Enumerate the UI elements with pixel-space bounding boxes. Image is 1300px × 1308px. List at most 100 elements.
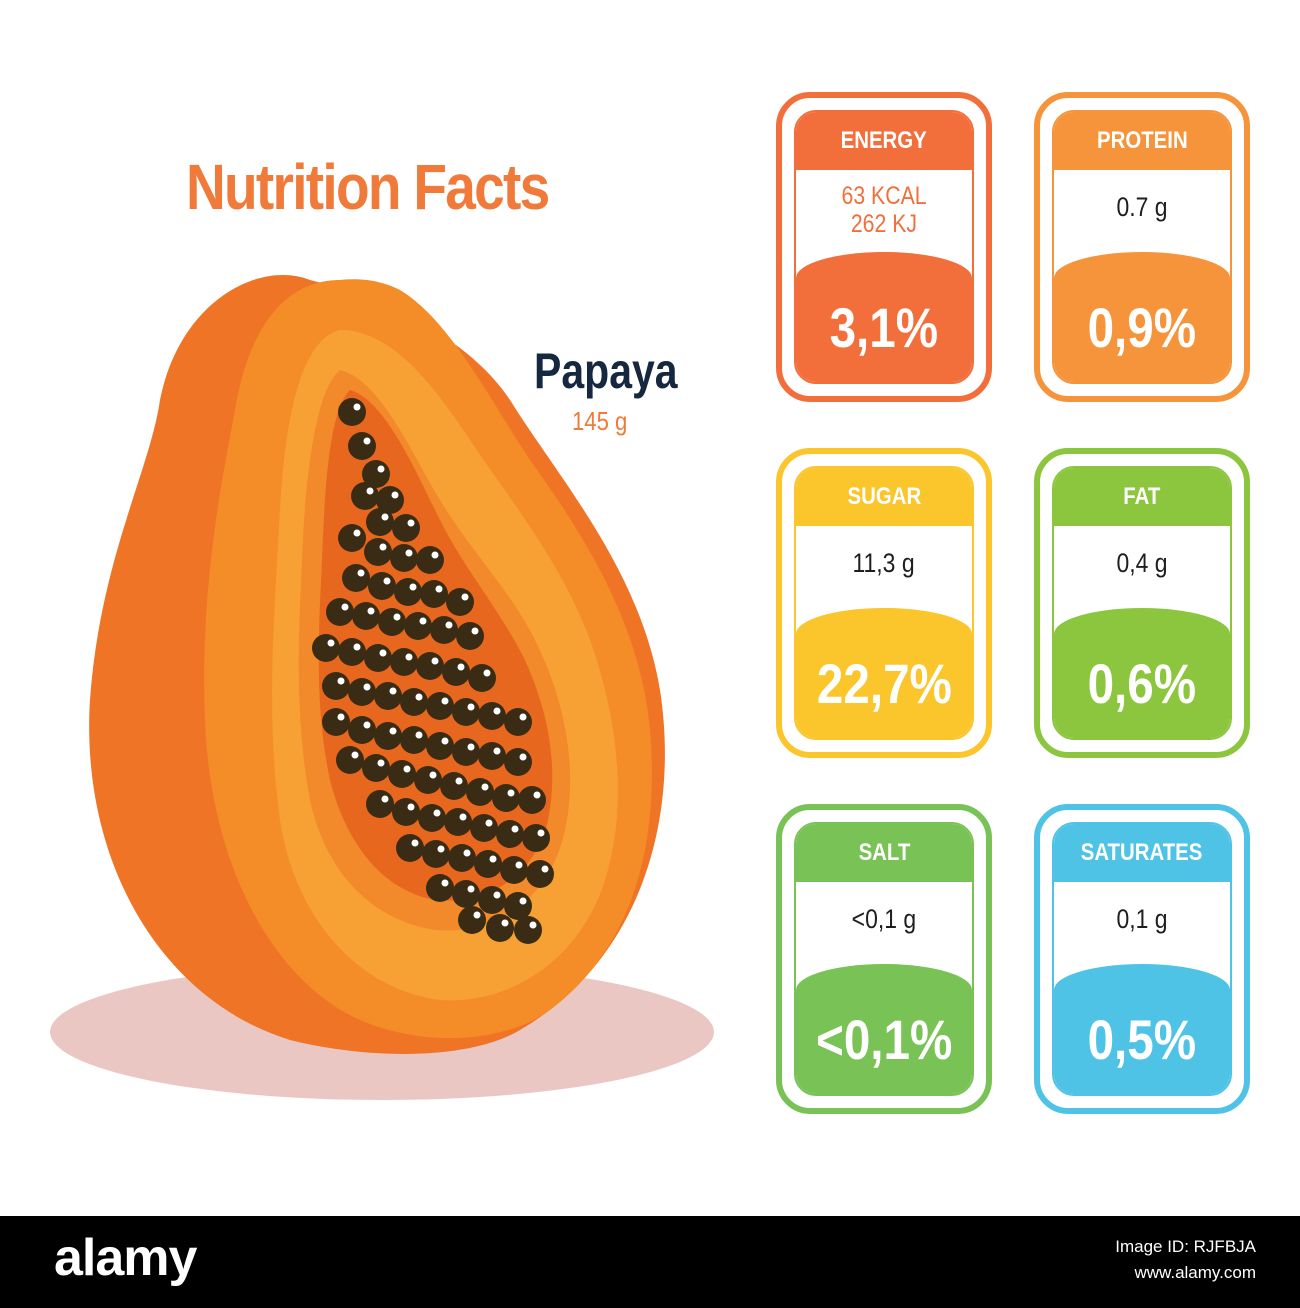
seed-highlight xyxy=(519,753,527,761)
nutrition-card-saturates: SATURATES 0,1 g 0,5% xyxy=(1034,804,1250,1114)
seed xyxy=(504,748,532,776)
seed-highlight xyxy=(357,569,365,577)
seed-highlight xyxy=(519,713,527,721)
seed xyxy=(422,840,450,868)
seed xyxy=(374,722,402,750)
seed-highlight xyxy=(493,891,501,899)
seed-highlight xyxy=(377,759,385,767)
seed xyxy=(400,726,428,754)
seed xyxy=(496,820,524,848)
seed-highlight xyxy=(433,809,441,817)
seed-highlight xyxy=(461,593,469,601)
seed-highlight xyxy=(467,743,475,751)
seed-highlight xyxy=(363,721,371,729)
seed-highlight xyxy=(379,649,387,657)
seed xyxy=(416,546,444,574)
card-inner: SATURATES 0,1 g 0,5% xyxy=(1052,822,1232,1096)
seed xyxy=(338,638,366,666)
card-percent: 22,7% xyxy=(796,608,972,738)
seed xyxy=(378,608,406,636)
seed-highlight xyxy=(485,819,493,827)
seed-highlight xyxy=(529,921,537,929)
seed xyxy=(374,682,402,710)
nutrition-card-salt: SALT <0,1 g <0,1% xyxy=(776,804,992,1114)
fruit-weight: 145 g xyxy=(572,406,628,436)
seed xyxy=(466,778,494,806)
seed-highlight xyxy=(515,861,523,869)
seed xyxy=(368,572,396,600)
watermark-image-id: Image ID: RJFBJA xyxy=(1115,1237,1256,1256)
seed-highlight xyxy=(463,849,471,857)
card-label: ENERGY xyxy=(796,112,972,170)
seed-highlight xyxy=(493,747,501,755)
seed xyxy=(362,754,390,782)
seed xyxy=(522,824,550,852)
card-value: <0,1 g xyxy=(851,904,917,934)
nutrition-card-energy: ENERGY 63 KCAL 262 KJ 3,1% xyxy=(776,92,992,402)
seed-highlight xyxy=(459,813,467,821)
card-value: 0.7 g xyxy=(1116,192,1168,222)
seed-highlight xyxy=(366,487,374,495)
seed-highlight xyxy=(389,727,397,735)
seed xyxy=(390,544,418,572)
seed xyxy=(312,634,340,662)
seed-highlight xyxy=(441,697,449,705)
seed xyxy=(452,880,480,908)
card-percent: 0,6% xyxy=(1054,608,1230,738)
seed xyxy=(326,598,354,626)
seed-highlight xyxy=(407,803,415,811)
card-label: SUGAR xyxy=(796,468,972,526)
seed-highlight xyxy=(493,707,501,715)
seed-highlight xyxy=(471,627,479,635)
card-value: 11,3 g xyxy=(852,548,916,578)
seed-highlight xyxy=(431,551,439,559)
seed xyxy=(322,672,350,700)
seed xyxy=(390,648,418,676)
seed-highlight xyxy=(489,855,497,863)
card-label: FAT xyxy=(1054,468,1230,526)
seed xyxy=(404,612,432,640)
seed xyxy=(338,398,366,426)
watermark-site: www.alamy.com xyxy=(1134,1263,1256,1282)
seed-highlight xyxy=(389,687,397,695)
seed xyxy=(504,892,532,920)
seed xyxy=(351,482,379,510)
seed-highlight xyxy=(415,731,423,739)
page-title: Nutrition Facts xyxy=(186,151,550,223)
seed-highlight xyxy=(351,751,359,759)
seed xyxy=(392,798,420,826)
seed-highlight xyxy=(441,737,449,745)
card-label: PROTEIN xyxy=(1054,112,1230,170)
seed-highlight xyxy=(415,693,423,701)
card-inner: FAT 0,4 g 0,6% xyxy=(1052,466,1232,740)
seed xyxy=(388,760,416,788)
seed xyxy=(348,716,376,744)
seed-highlight xyxy=(337,677,345,685)
seed xyxy=(474,850,502,878)
seed-highlight xyxy=(341,603,349,611)
seed-highlight xyxy=(481,783,489,791)
seed xyxy=(446,588,474,616)
seed-highlight xyxy=(353,643,361,651)
seed-highlight xyxy=(437,845,445,853)
seed-highlight xyxy=(405,653,413,661)
seed xyxy=(394,578,422,606)
seed-highlight xyxy=(405,549,413,557)
nutrition-card-fat: FAT 0,4 g 0,6% xyxy=(1034,448,1250,758)
seed-highlight xyxy=(483,669,491,677)
seed xyxy=(500,856,528,884)
seed xyxy=(452,698,480,726)
seed-highlight xyxy=(541,865,549,873)
seed xyxy=(418,804,446,832)
seed xyxy=(468,664,496,692)
seed-highlight xyxy=(533,791,541,799)
seed xyxy=(426,732,454,760)
card-value: 0,1 g xyxy=(1116,904,1168,934)
watermark-bar: alamy Image ID: RJFBJA www.alamy.com xyxy=(0,1216,1300,1308)
seed-highlight xyxy=(379,543,387,551)
card-percent: 0,5% xyxy=(1054,964,1230,1094)
seed-highlight xyxy=(409,583,417,591)
card-inner: PROTEIN 0.7 g 0,9% xyxy=(1052,110,1232,384)
seed-highlight xyxy=(381,513,389,521)
seed-highlight xyxy=(419,617,427,625)
